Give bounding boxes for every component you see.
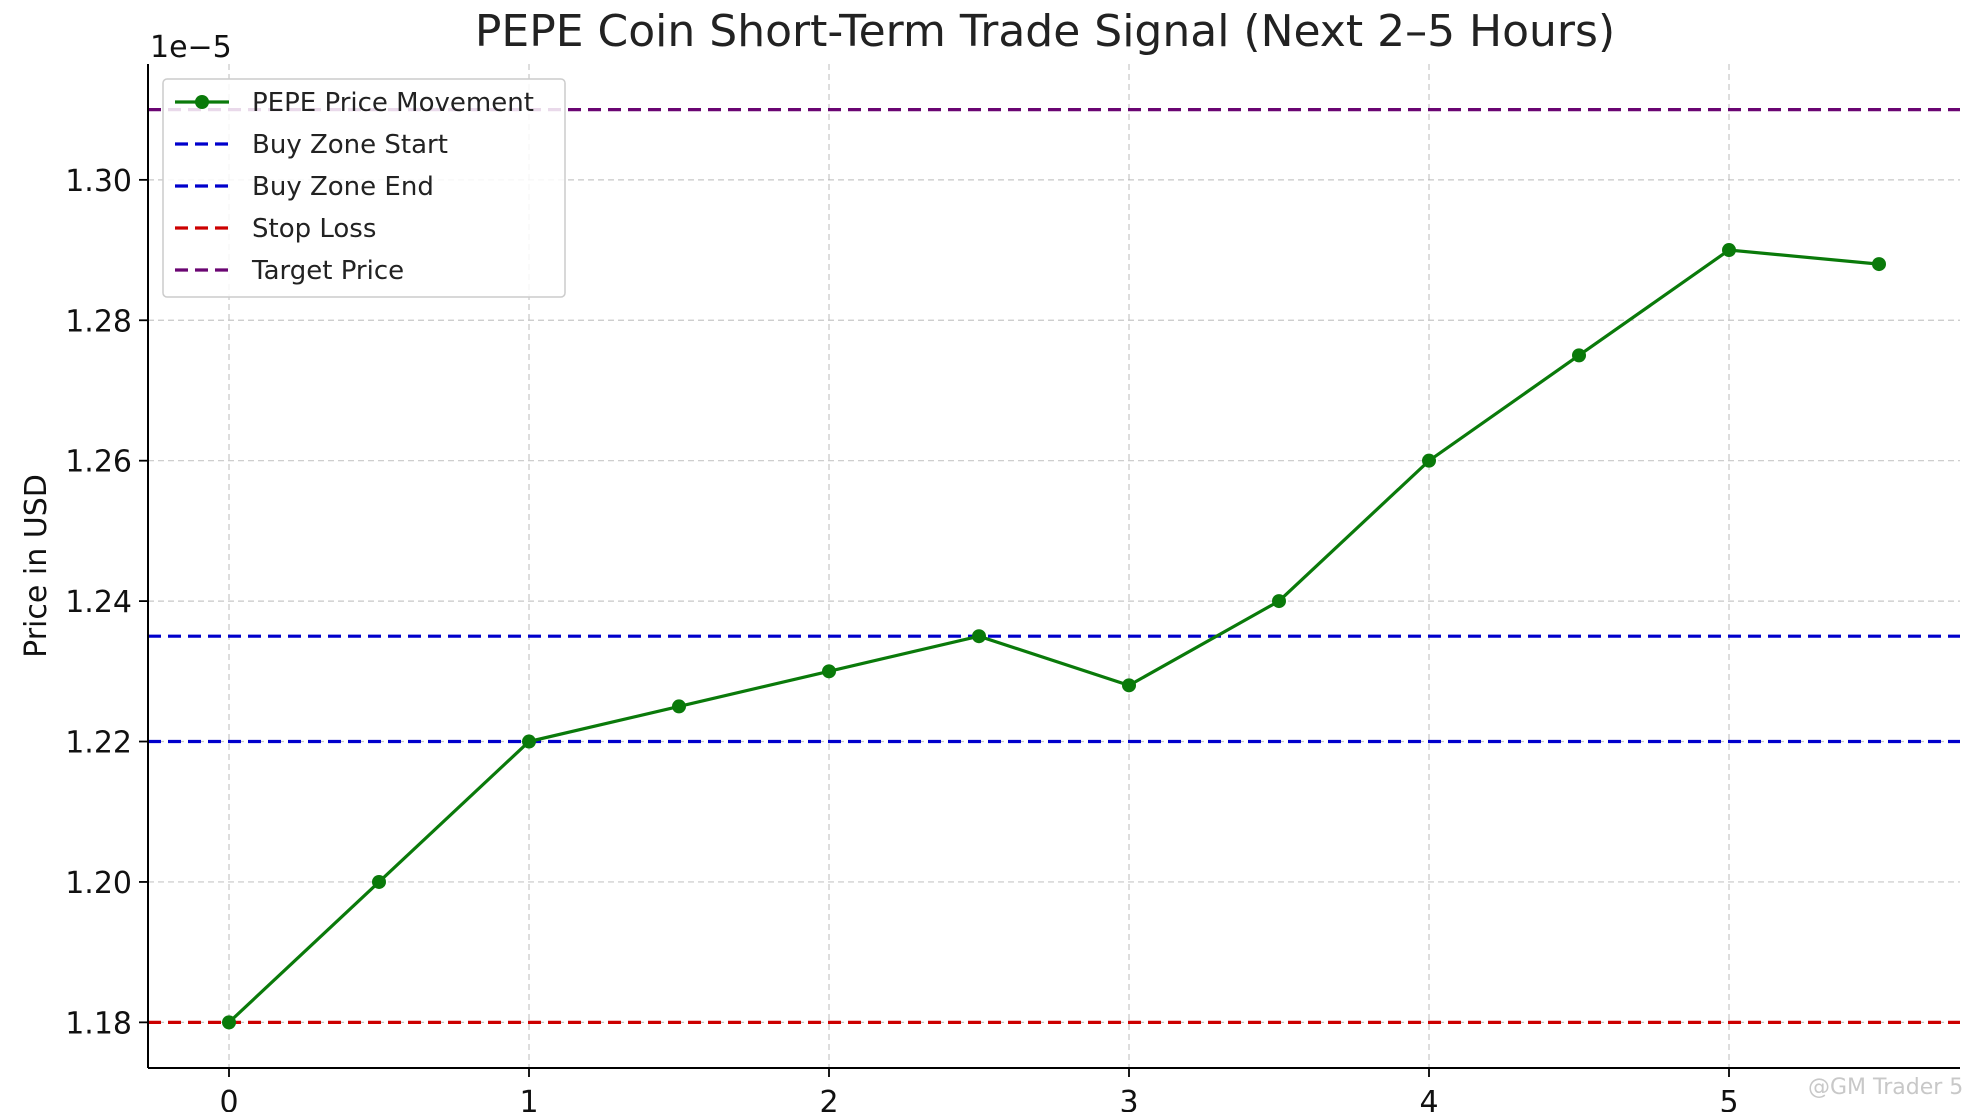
y-axis-label: Price in USD xyxy=(19,474,54,658)
y-tick-label: 1.30 xyxy=(65,164,132,199)
y-axis-offset-label: 1e−5 xyxy=(150,30,232,65)
data-point xyxy=(1572,348,1586,363)
axes-layer xyxy=(147,64,1960,1069)
chart-title: PEPE Coin Short-Term Trade Signal (Next … xyxy=(475,6,1615,57)
legend-item: Buy Zone Start xyxy=(175,130,448,160)
x-tick-label: 4 xyxy=(1419,1085,1438,1112)
watermark-text: @GM Trader 5 xyxy=(1808,1075,1963,1100)
y-tick-label: 1.28 xyxy=(65,304,132,339)
legend-label: PEPE Price Movement xyxy=(252,88,534,118)
legend-item: PEPE Price Movement xyxy=(175,88,534,118)
data-point xyxy=(972,629,986,644)
legend-marker xyxy=(195,95,209,109)
data-point xyxy=(1272,594,1286,609)
data-point xyxy=(672,699,686,714)
legend-label: Target Price xyxy=(251,256,404,286)
data-point xyxy=(522,734,536,749)
x-tick-label: 1 xyxy=(519,1085,538,1112)
legend-item: Stop Loss xyxy=(175,214,376,244)
y-tick-label: 1.18 xyxy=(65,1006,132,1041)
legend-label: Buy Zone End xyxy=(252,172,434,202)
y-tick-label: 1.20 xyxy=(65,866,132,901)
legend-items: PEPE Price Movement Buy Zone Start Buy Zon… xyxy=(175,88,534,286)
data-point xyxy=(1872,257,1886,272)
y-tick-label: 1.26 xyxy=(65,445,132,480)
legend-item: Buy Zone End xyxy=(175,172,434,202)
legend: PEPE Price Movement Buy Zone Start Buy Zon… xyxy=(162,78,566,298)
data-point xyxy=(1422,453,1436,468)
data-point xyxy=(1722,243,1736,258)
x-tick-label: 0 xyxy=(219,1085,238,1112)
data-point xyxy=(372,874,386,889)
legend-box xyxy=(162,78,566,298)
y-tick-label: 1.24 xyxy=(65,585,132,620)
ticks-layer: 0 1 2 3 4 5 1.18 1.20 1.22 1.24 1.26 1.28 1.30 xyxy=(65,164,1738,1116)
legend-label: Stop Loss xyxy=(252,214,376,244)
data-point xyxy=(1122,678,1136,693)
x-tick-label: 3 xyxy=(1119,1085,1138,1112)
data-point xyxy=(222,1015,236,1030)
legend-label: Buy Zone Start xyxy=(252,130,448,160)
x-tick-label: 5 xyxy=(1719,1085,1738,1112)
x-tick-label: 2 xyxy=(819,1085,838,1112)
y-tick-label: 1.22 xyxy=(65,726,132,761)
legend-item: Target Price xyxy=(175,256,404,286)
data-point xyxy=(822,664,836,679)
series-layer xyxy=(222,243,1886,1030)
series-line xyxy=(227,248,1880,1024)
